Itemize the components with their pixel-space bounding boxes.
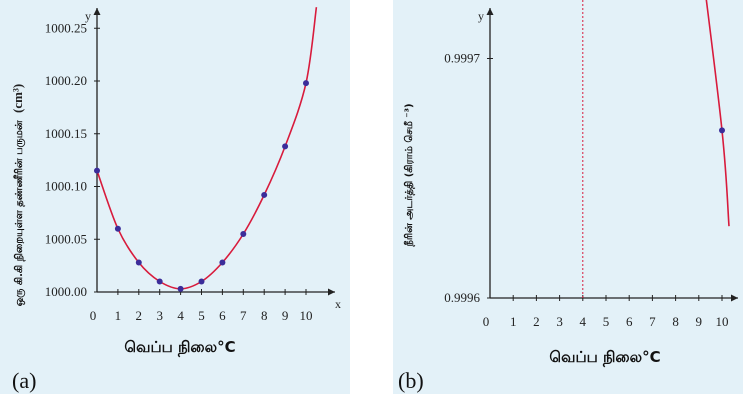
chart-a-y-tick-label: 1000.25: [45, 20, 87, 35]
chart-a-x-tick-label: 6: [219, 308, 226, 323]
chart-a-data-point: [135, 259, 142, 266]
chart-b-y-tick-label: 0.9997: [444, 51, 480, 66]
chart-b-x-axis-title: வெப்ப நிலை°C: [549, 348, 660, 367]
chart-b-y-axis-letter: y: [478, 9, 484, 23]
chart-a-data-point: [219, 259, 226, 266]
chart-b-y-axis-arrow: [486, 8, 494, 15]
chart-a-x-tick-label: 1: [115, 308, 122, 323]
chart-a-x-tick-label: 4: [177, 308, 184, 323]
chart-a-x-axis-letter: x: [335, 297, 341, 311]
chart-b-x-tick-label: 0: [483, 314, 490, 329]
chart-a-y-axis-unit: (cm³): [10, 84, 25, 113]
chart-a-y-axis-title-text: ஒரு கி.கி நிறையுள்ள தண்ணீரின் பருமன்: [13, 120, 26, 306]
chart-b-data-point: [719, 127, 725, 134]
chart-b-x-tick-label: 9: [696, 314, 703, 329]
chart-a-x-tick-label: 7: [240, 308, 247, 323]
chart-b-y-axis-title: நீரின் அடர்த்தி (கிராம் செமீ ⁻³): [403, 103, 415, 247]
chart-b-x-tick-label: 7: [649, 314, 656, 329]
chart-a-x-tick-label: 0: [90, 308, 97, 323]
chart-a-x-tick-label: 9: [282, 308, 289, 323]
chart-a-data-point: [261, 191, 268, 198]
chart-a-y-tick-label: 1000.00: [45, 284, 87, 299]
panel-a-label: (a): [12, 368, 36, 393]
chart-a-data-point: [177, 285, 184, 292]
chart-a: (a) வெப்ப நிலை°C ஒரு கி.கி நிறையுள்ள தண்…: [10, 7, 341, 393]
chart-a-y-axis-arrow: [93, 8, 101, 15]
chart-b-y-tick-label: 0.9996: [444, 290, 480, 305]
chart-b-x-tick-label: 3: [556, 314, 563, 329]
panel-b-background: [393, 0, 743, 394]
chart-a-x-axis-title: வெப்ப நிலை°C: [124, 338, 235, 357]
chart-a-x-tick-label: 5: [198, 308, 205, 323]
chart-a-y-axis-title: ஒரு கி.கி நிறையுள்ள தண்ணீரின் பருமன் (cm…: [10, 84, 26, 306]
chart-b-x-tick-label: 4: [580, 314, 587, 329]
chart-b-x-tick-label: 5: [603, 314, 610, 329]
chart-a-x-tick-label: 8: [261, 308, 268, 323]
chart-a-y-tick-label: 1000.10: [45, 179, 87, 194]
svg-text:ஒரு கி.கி நிறையுள்ள தண்ணீரின்: ஒரு கி.கி நிறையுள்ள தண்ணீரின் பருமன் (cm…: [10, 84, 26, 306]
chart-b-x-tick-label: 10: [716, 314, 729, 329]
chart-a-x-tick-label: 2: [136, 308, 143, 323]
chart-a-data-point: [156, 278, 163, 285]
chart-b-x-tick-label: 2: [533, 314, 540, 329]
chart-a-data-point: [240, 230, 247, 237]
chart-a-data-point: [282, 143, 289, 150]
chart-a-y-tick-label: 1000.20: [45, 73, 87, 88]
chart-a-data-point: [303, 80, 309, 87]
chart-b-x-tick-label: 8: [672, 314, 679, 329]
panel-b-label: (b): [398, 368, 424, 393]
chart-a-data-point: [114, 225, 121, 232]
chart-a-y-tick-label: 1000.05: [45, 231, 87, 246]
chart-b-x-tick-label: 1: [510, 314, 517, 329]
chart-b: (b) வெப்ப நிலை°C நீரின் அடர்த்தி (கிராம்…: [398, 0, 738, 393]
panel-a-background: [0, 0, 350, 394]
chart-b-x-tick-label: 6: [626, 314, 633, 329]
chart-a-data-point: [198, 278, 205, 285]
chart-a-data-point: [94, 167, 100, 174]
chart-a-x-axis-arrow: [328, 288, 335, 296]
chart-a-x-tick-label: 10: [300, 308, 313, 323]
chart-b-x-axis-arrow: [731, 294, 738, 302]
chart-a-y-axis-letter: y: [85, 9, 91, 23]
chart-a-x-tick-label: 3: [156, 308, 163, 323]
chart-a-y-tick-label: 1000.15: [45, 126, 87, 141]
